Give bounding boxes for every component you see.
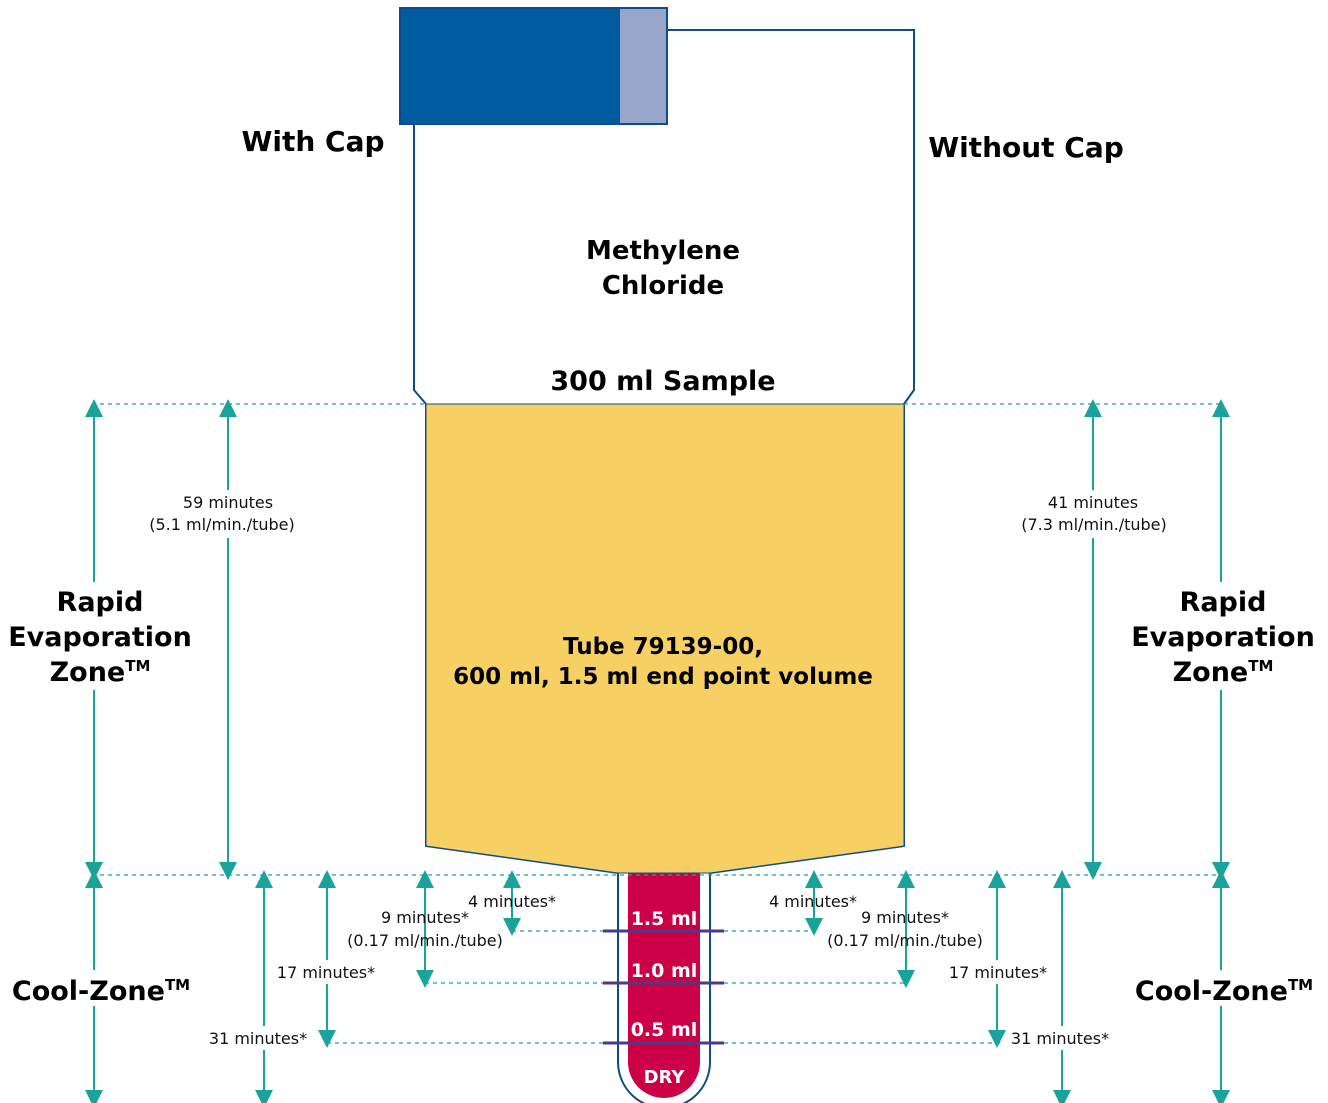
cap-dark [400, 8, 620, 124]
left-time-17: 17 minutes* [277, 963, 375, 982]
right-time-9: 9 minutes* [861, 908, 949, 927]
right-time-17: 17 minutes* [949, 963, 1047, 982]
volume-label-dry: DRY [644, 1067, 686, 1088]
right-time-9-rate: (0.17 ml/min./tube) [827, 931, 983, 950]
with-cap-label: With Cap [241, 125, 384, 158]
left-time-4: 4 minutes* [468, 892, 556, 911]
without-cap-label: Without Cap [928, 131, 1124, 164]
tip-liquid [628, 873, 700, 1098]
cap-outline [399, 7, 668, 125]
left-time-9-rate: (0.17 ml/min./tube) [347, 931, 503, 950]
rapid-zone-right-line1: Rapid [1180, 587, 1267, 618]
right-rapid-time: 41 minutes [1048, 493, 1138, 512]
solvent-label-line1: Methylene [586, 236, 740, 266]
tube-label-line2: 600 ml, 1.5 ml end point volume [453, 664, 873, 690]
sample-label: 300 ml Sample [550, 366, 775, 397]
left-rapid-time: 59 minutes [183, 493, 273, 512]
volume-label-1-5: 1.5 ml [631, 908, 698, 930]
left-time-9: 9 minutes* [381, 908, 469, 927]
rapid-zone-right-line2: Evaporation [1131, 622, 1315, 653]
right-time-4: 4 minutes* [769, 892, 857, 911]
volume-label-1-0: 1.0 ml [631, 960, 698, 982]
label-backgrounds [10, 490, 1316, 1050]
cap-light [620, 8, 668, 124]
tube-label-line1: Tube 79139-00, [563, 634, 763, 660]
right-rapid-rate: (7.3 ml/min./tube) [1021, 515, 1167, 534]
volume-label-0-5: 0.5 ml [631, 1019, 698, 1041]
left-time-31: 31 minutes* [209, 1029, 307, 1048]
left-rapid-rate: (5.1 ml/min./tube) [149, 515, 295, 534]
solvent-label-line2: Chloride [602, 271, 724, 301]
cool-zone-left: Cool-ZoneTM [12, 976, 190, 1007]
reference-lines [92, 403, 1222, 1044]
rapid-zone-left-line3: ZoneTM [50, 657, 151, 688]
tube-outline [413, 29, 915, 1103]
rapid-zone-left-line1: Rapid [57, 587, 144, 618]
cool-zone-right: Cool-ZoneTM [1135, 976, 1313, 1007]
rapid-zone-left-line2: Evaporation [8, 622, 192, 653]
right-time-31: 31 minutes* [1011, 1029, 1109, 1048]
rapid-zone-right-line3: ZoneTM [1173, 657, 1274, 688]
